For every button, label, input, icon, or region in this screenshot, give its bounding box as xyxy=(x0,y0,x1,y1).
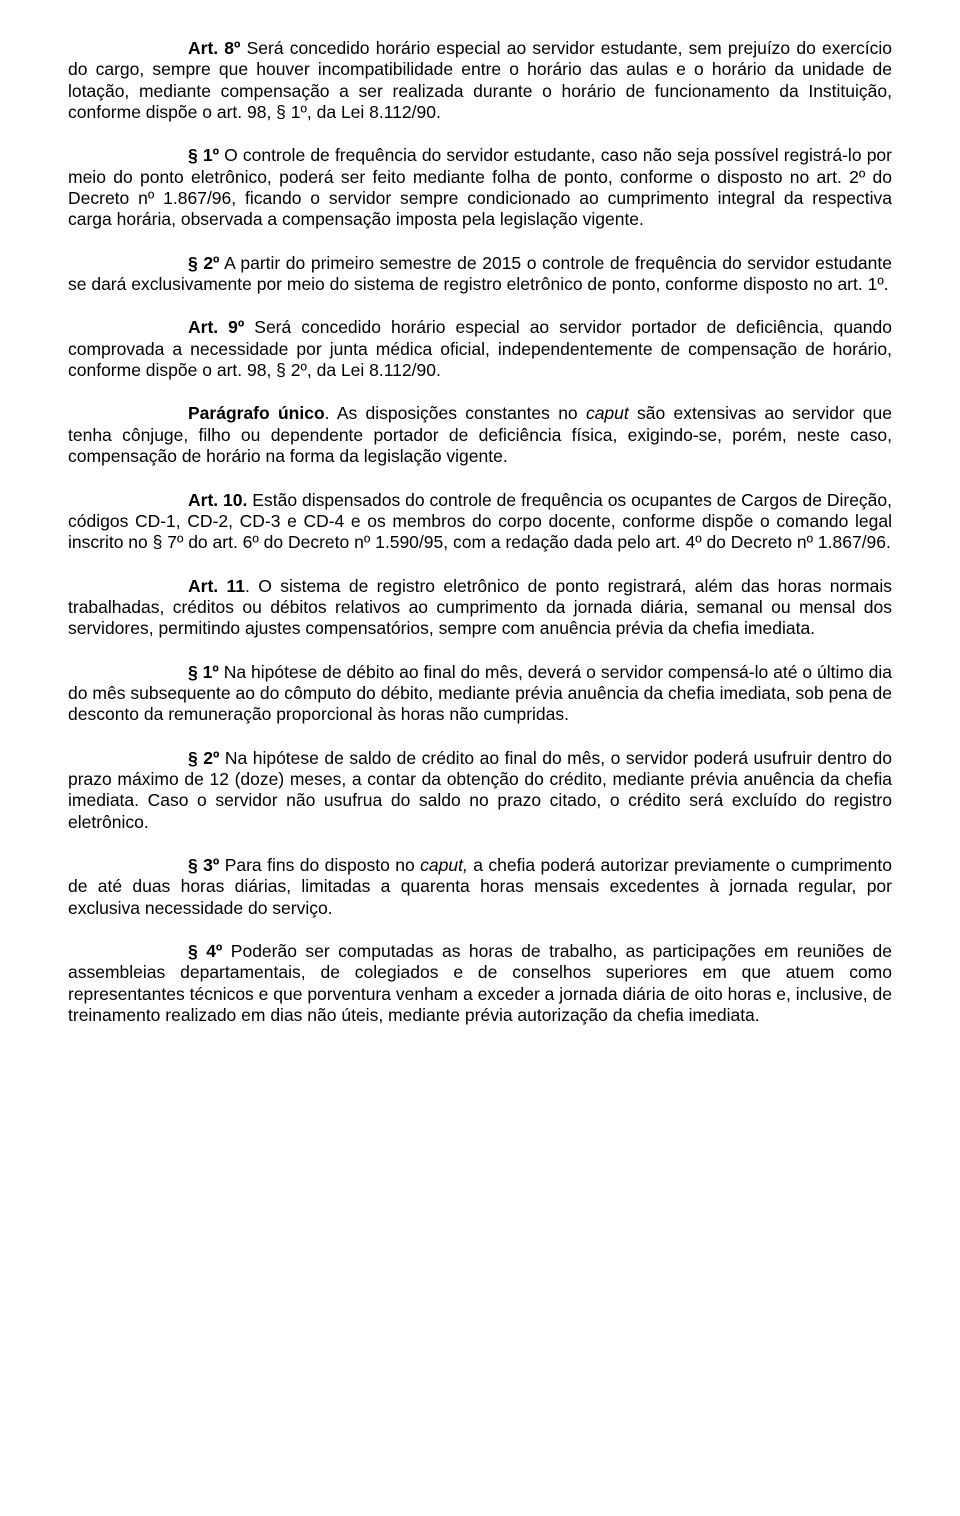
paragraph-s1: § 1º O controle de frequência do servido… xyxy=(68,145,892,230)
lead-bold: Art. 8º xyxy=(188,38,240,58)
lead-bold: Parágrafo único xyxy=(188,403,325,423)
lead-bold: § 2º xyxy=(188,253,219,273)
paragraph-art-10: Art. 10. Estão dispensados do controle d… xyxy=(68,490,892,554)
body-italic: caput xyxy=(586,403,629,423)
lead-bold: § 3º xyxy=(188,855,219,875)
paragraph-s3-art11: § 3º Para fins do disposto no caput, a c… xyxy=(68,855,892,919)
paragraph-s1-art11: § 1º Na hipótese de débito ao final do m… xyxy=(68,662,892,726)
lead-bold: § 1º xyxy=(188,145,219,165)
paragraph-art-9: Art. 9º Será concedido horário especial … xyxy=(68,317,892,381)
lead-bold: § 2º xyxy=(188,748,219,768)
lead-bold: § 1º xyxy=(188,662,219,682)
paragraph-s2: § 2º A partir do primeiro semestre de 20… xyxy=(68,253,892,296)
lead-bold: Art. 10. xyxy=(188,490,247,510)
paragraph-s2-art11: § 2º Na hipótese de saldo de crédito ao … xyxy=(68,748,892,833)
body-pre: . As disposições constantes no xyxy=(325,403,586,423)
paragraph-art-8: Art. 8º Será concedido horário especial … xyxy=(68,38,892,123)
lead-bold: Art. 11 xyxy=(188,576,245,596)
lead-bold: § 4º xyxy=(188,941,222,961)
body-italic: caput, xyxy=(420,855,468,875)
body-pre: Para fins do disposto no xyxy=(219,855,420,875)
lead-bold: Art. 9º xyxy=(188,317,244,337)
paragraph-s4-art11: § 4º Poderão ser computadas as horas de … xyxy=(68,941,892,1026)
paragraph-art-11: Art. 11. O sistema de registro eletrônic… xyxy=(68,576,892,640)
paragraph-paragrafo-unico: Parágrafo único. As disposições constant… xyxy=(68,403,892,467)
